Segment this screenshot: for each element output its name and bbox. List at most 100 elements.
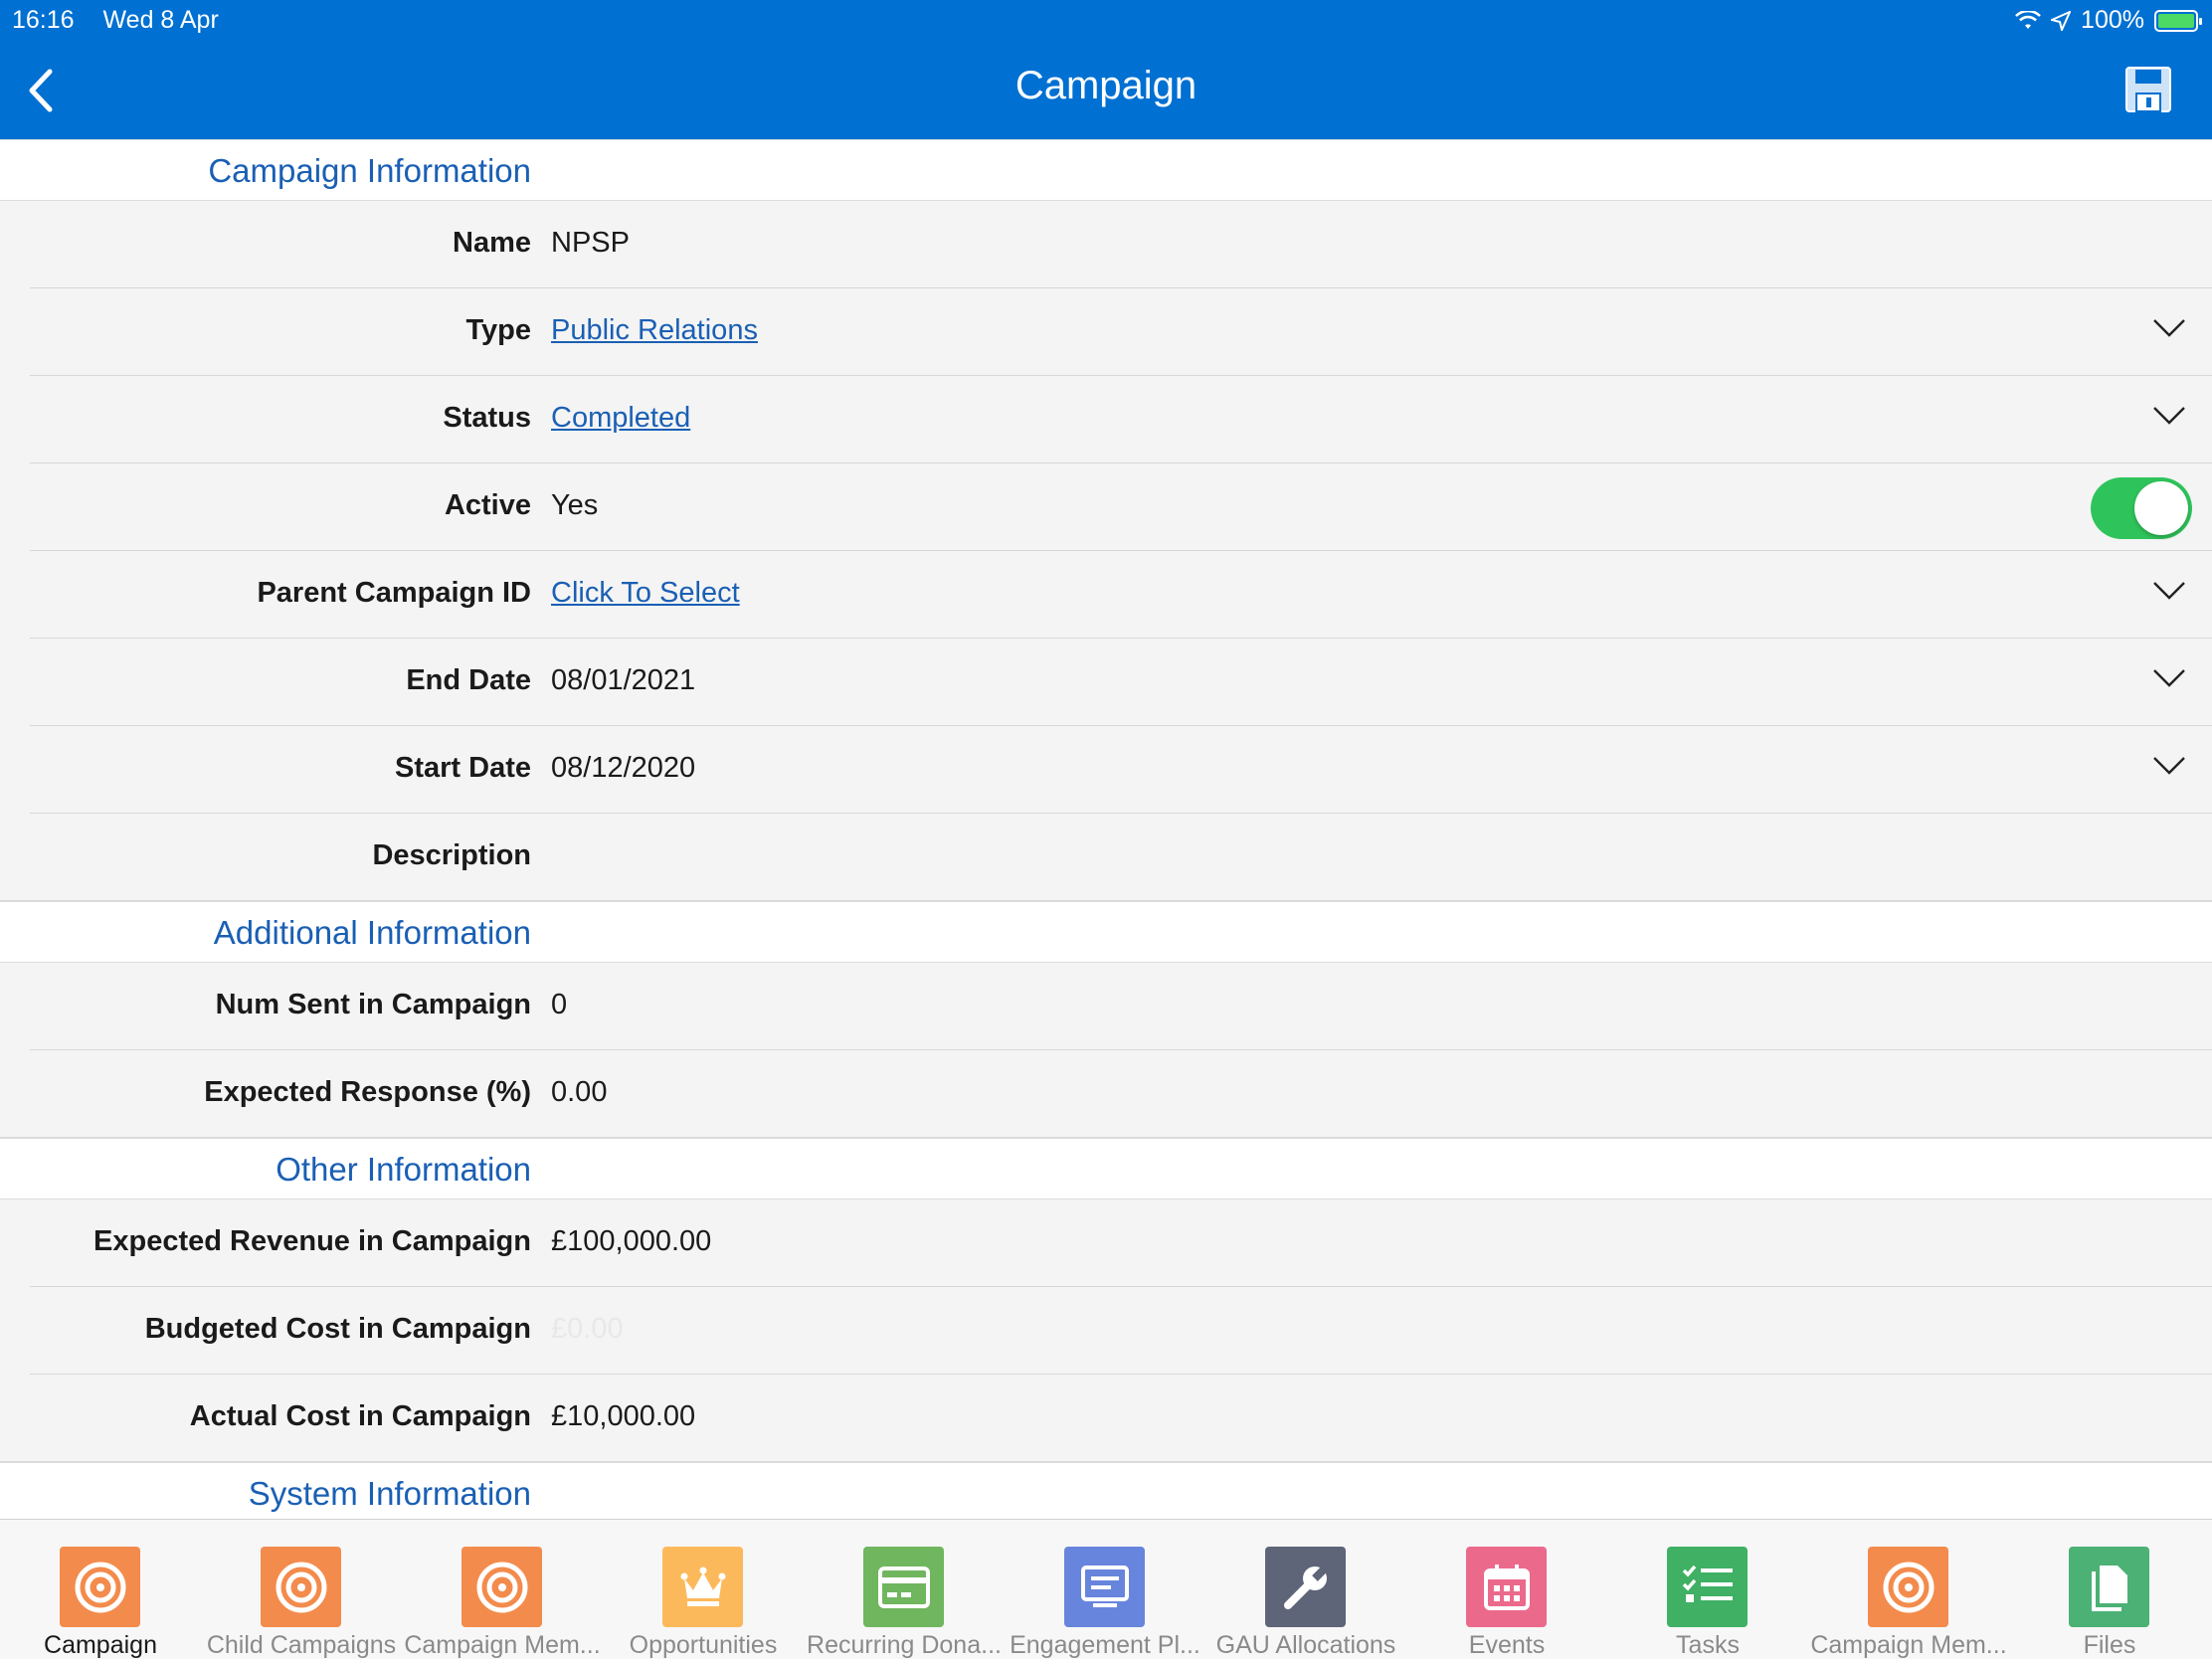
expected-revenue-value[interactable]: £100,000.00 [551,1225,712,1257]
field-label: Actual Cost in Campaign [189,1400,531,1432]
field-start-date[interactable]: Start Date 08/12/2020 [0,726,2212,814]
end-date-value[interactable]: 08/01/2021 [551,664,696,696]
field-status[interactable]: Status Completed [0,376,2212,463]
tab-label: Events [1468,1631,1546,1659]
start-date-value[interactable]: 08/12/2020 [551,752,696,784]
location-icon [2051,10,2072,31]
bottom-tab-bar: Campaign Child Campaigns Campaign Mem...… [0,1519,2212,1659]
field-label: Type [465,314,531,346]
plan-icon [1064,1547,1145,1627]
tab-opportunities[interactable]: Opportunities [603,1520,804,1659]
wrench-icon [1265,1547,1346,1627]
field-budgeted-cost[interactable]: Budgeted Cost in Campaign £0.00 [0,1287,2212,1375]
chevron-down-icon[interactable] [2152,754,2186,778]
field-end-date[interactable]: End Date 08/01/2021 [0,639,2212,726]
tab-label: GAU Allocations [1215,1631,1396,1659]
tab-gau-allocations[interactable]: GAU Allocations [1205,1520,1406,1659]
field-label: Status [443,402,531,434]
field-label: Active [444,489,531,521]
form-content: Campaign Information Name NPSP Type Publ… [0,139,2212,1519]
tab-label: Campaign [44,1631,157,1659]
field-label: Budgeted Cost in Campaign [144,1313,531,1345]
battery-icon [2154,9,2202,32]
section-system-information: System Information [0,1462,2212,1519]
field-label: Parent Campaign ID [257,577,531,609]
field-type[interactable]: Type Public Relations [0,288,2212,376]
tab-label: Opportunities [629,1631,778,1659]
status-time: 16:16 [12,6,75,34]
tab-label: Campaign Mem... [404,1631,601,1659]
target-icon [60,1547,140,1627]
calendar-icon [1466,1547,1547,1627]
chevron-down-icon[interactable] [2152,404,2186,428]
target-icon [461,1547,542,1627]
field-active[interactable]: Active Yes [0,463,2212,551]
card-icon [863,1547,944,1627]
field-label: Expected Revenue in Campaign [93,1225,531,1257]
section-title: Other Information [276,1151,531,1188]
tab-files[interactable]: Files [2009,1520,2210,1659]
files-icon [2069,1547,2149,1627]
status-picklist-value[interactable]: Completed [551,402,691,434]
field-num-sent[interactable]: Num Sent in Campaign 0 [0,963,2212,1050]
field-expected-response[interactable]: Expected Response (%) 0.00 [0,1050,2212,1138]
section-other-information: Other Information [0,1138,2212,1199]
save-button[interactable] [2124,66,2172,113]
budgeted-cost-value[interactable]: £0.00 [551,1313,624,1345]
wifi-icon [2015,10,2041,29]
tab-tasks[interactable]: Tasks [1607,1520,1808,1659]
field-label: Start Date [395,752,531,784]
active-value: Yes [551,489,599,521]
tab-campaign-members-2[interactable]: Campaign Mem... [1808,1520,2009,1659]
target-icon [261,1547,341,1627]
tab-label: Tasks [1676,1631,1740,1659]
tab-campaign[interactable]: Campaign [0,1520,201,1659]
status-date: Wed 8 Apr [102,6,219,34]
field-expected-revenue[interactable]: Expected Revenue in Campaign £100,000.00 [0,1199,2212,1287]
tab-campaign-members[interactable]: Campaign Mem... [402,1520,603,1659]
target-icon [1868,1547,1948,1627]
tab-label: Campaign Mem... [1810,1631,2007,1659]
page-title: Campaign [1014,64,1198,107]
field-actual-cost[interactable]: Actual Cost in Campaign £10,000.00 [0,1375,2212,1462]
field-label: End Date [406,664,531,696]
tab-label: Recurring Dona... [807,1631,1002,1659]
chevron-down-icon[interactable] [2152,579,2186,603]
field-label: Description [372,839,531,871]
tab-engagement-plans[interactable]: Engagement Pl... [1005,1520,1205,1659]
back-button[interactable] [20,66,64,115]
tab-events[interactable]: Events [1406,1520,1607,1659]
field-label: Name [453,227,531,259]
crown-icon [662,1547,743,1627]
section-title: Additional Information [213,914,531,951]
type-picklist-value[interactable]: Public Relations [551,314,758,346]
chevron-down-icon[interactable] [2152,316,2186,340]
section-title: Campaign Information [208,152,531,189]
active-toggle[interactable] [2091,477,2192,539]
expected-response-value[interactable]: 0.00 [551,1076,608,1108]
task-list-icon [1667,1547,1748,1627]
parent-campaign-select[interactable]: Click To Select [551,577,740,609]
tab-recurring-donations[interactable]: Recurring Dona... [804,1520,1005,1659]
tab-label: Child Campaigns [206,1631,397,1659]
field-name[interactable]: Name NPSP [0,201,2212,288]
field-value[interactable]: NPSP [551,227,630,259]
field-label: Num Sent in Campaign [215,989,531,1020]
field-label: Expected Response (%) [204,1076,531,1108]
toggle-knob [2134,481,2188,535]
tab-label: Files [2083,1631,2136,1659]
field-parent-campaign-id[interactable]: Parent Campaign ID Click To Select [0,551,2212,639]
actual-cost-value[interactable]: £10,000.00 [551,1400,696,1432]
battery-percent: 100% [2081,6,2144,34]
section-title: System Information [248,1475,531,1512]
top-header: 16:16 Wed 8 Apr 100% Campaign [0,0,2212,139]
tab-label: Engagement Pl... [1010,1631,1200,1659]
chevron-down-icon[interactable] [2152,666,2186,690]
field-description[interactable]: Description [0,814,2212,901]
section-campaign-information: Campaign Information [0,139,2212,201]
status-bar: 16:16 Wed 8 Apr 100% [0,0,2212,40]
section-additional-information: Additional Information [0,901,2212,963]
tab-child-campaigns[interactable]: Child Campaigns [201,1520,402,1659]
num-sent-value[interactable]: 0 [551,989,568,1020]
